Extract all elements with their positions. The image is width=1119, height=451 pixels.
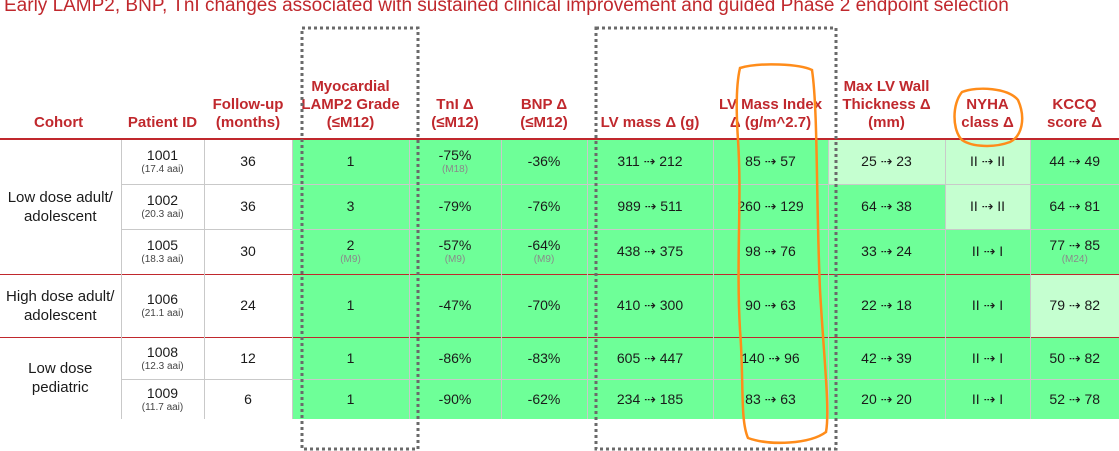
tni-cell: -57% (M9) bbox=[408, 228, 501, 274]
wall-thickness-cell: 20 ⇢ 20 bbox=[827, 378, 945, 419]
wall-thickness-cell: 33 ⇢ 24 bbox=[827, 228, 945, 274]
header-lv-mass: LV mass Δ (g) bbox=[587, 22, 713, 140]
header-lamp2-grade: Myocardial LAMP2 Grade (≤M12) bbox=[292, 22, 409, 140]
nyha-cell: II ⇢ I bbox=[944, 228, 1030, 274]
bnp-cell: -76% bbox=[500, 183, 587, 229]
table-row: Low dose pediatric 1008 (12.3 aai) 12 1 -… bbox=[0, 336, 1119, 419]
header-cohort: Cohort bbox=[0, 22, 121, 140]
cohort-cell: Low dose pediatric bbox=[0, 336, 121, 419]
header-tni: TnI Δ (≤M12) bbox=[409, 22, 501, 140]
patient-id-cell: 1008 (12.3 aai) bbox=[120, 336, 204, 379]
lv-mass-index-cell: 140 ⇢ 96 bbox=[712, 336, 828, 379]
header-nyha: NYHA class Δ bbox=[945, 22, 1030, 140]
patient-id-cell: 1002 (20.3 aai) bbox=[120, 183, 204, 229]
wall-thickness-cell: 42 ⇢ 39 bbox=[827, 336, 945, 379]
table-row: Low dose adult/ adolescent 1001 (17.4 aai… bbox=[0, 138, 1119, 274]
patient-id-cell: 1001 (17.4 aai) bbox=[120, 138, 204, 184]
lv-mass-index-cell: 90 ⇢ 63 bbox=[712, 273, 828, 337]
lv-mass-index-cell: 85 ⇢ 57 bbox=[712, 138, 828, 184]
lamp2-cell: 2 (M9) bbox=[291, 228, 409, 274]
follow-up-cell: 24 bbox=[203, 273, 292, 337]
kccq-cell: 64 ⇢ 81 bbox=[1029, 183, 1119, 229]
lv-mass-index-cell: 98 ⇢ 76 bbox=[712, 228, 828, 274]
tni-cell: -75% (M18) bbox=[408, 138, 501, 184]
nyha-cell: II ⇢ II bbox=[944, 138, 1030, 184]
lv-mass-cell: 605 ⇢ 447 bbox=[586, 336, 713, 379]
lamp2-cell: 1 bbox=[291, 336, 409, 379]
kccq-cell: 79 ⇢ 82 bbox=[1029, 273, 1119, 337]
lamp2-cell: 1 bbox=[291, 378, 409, 419]
tni-cell: -86% bbox=[408, 336, 501, 379]
tni-cell: -90% bbox=[408, 378, 501, 419]
header-row: Cohort Patient ID Follow-up (months) Myo… bbox=[0, 22, 1119, 140]
kccq-cell: 77 ⇢ 85 (M24) bbox=[1029, 228, 1119, 274]
header-follow-up: Follow-up (months) bbox=[204, 22, 292, 140]
header-patient-id: Patient ID bbox=[121, 22, 204, 140]
bnp-cell: -64% (M9) bbox=[500, 228, 587, 274]
bnp-cell: -70% bbox=[500, 273, 587, 337]
lv-mass-cell: 989 ⇢ 511 bbox=[586, 183, 713, 229]
nyha-cell: II ⇢ II bbox=[944, 183, 1030, 229]
tni-cell: -47% bbox=[408, 273, 501, 337]
bnp-cell: -62% bbox=[500, 378, 587, 419]
patient-id-cell: 1009 (11.7 aai) bbox=[120, 378, 204, 419]
wall-thickness-cell: 25 ⇢ 23 bbox=[827, 138, 945, 184]
follow-up-cell: 6 bbox=[203, 378, 292, 419]
header-kccq: KCCQ score Δ bbox=[1030, 22, 1119, 140]
nyha-cell: II ⇢ I bbox=[944, 273, 1030, 337]
header-wall-thickness: Max LV Wall Thickness Δ (mm) bbox=[828, 22, 945, 140]
bnp-cell: -36% bbox=[500, 138, 587, 184]
header-bnp: BNP Δ (≤M12) bbox=[501, 22, 587, 140]
nyha-cell: II ⇢ I bbox=[944, 336, 1030, 379]
table-row: 1005 (18.3 aai) 30 2 (M9) -57% (M9) -64% (M9… bbox=[0, 228, 1119, 274]
lamp2-cell: 3 bbox=[291, 183, 409, 229]
table-row: 1002 (20.3 aai) 36 3 -79% -76% 989 ⇢ 511 … bbox=[0, 183, 1119, 229]
lv-mass-index-cell: 260 ⇢ 129 bbox=[712, 183, 828, 229]
wall-thickness-cell: 64 ⇢ 38 bbox=[827, 183, 945, 229]
slide-title: Early LAMP2, BNP, TnI changes associated… bbox=[4, 0, 1009, 16]
kccq-cell: 44 ⇢ 49 bbox=[1029, 138, 1119, 184]
tni-cell: -79% bbox=[408, 183, 501, 229]
patient-id-cell: 1006 (21.1 aai) bbox=[120, 273, 204, 337]
lamp2-cell: 1 bbox=[291, 273, 409, 337]
table-row: High dose adult/ adolescent 1006 (21.1 aa… bbox=[0, 273, 1119, 337]
cohort-cell: High dose adult/ adolescent bbox=[0, 273, 121, 337]
lv-mass-cell: 410 ⇢ 300 bbox=[586, 273, 713, 337]
table-row: 1009 (11.7 aai) 6 1 -90% -62% 234 ⇢ 185 8… bbox=[0, 378, 1119, 419]
follow-up-cell: 36 bbox=[203, 183, 292, 229]
follow-up-cell: 30 bbox=[203, 228, 292, 274]
wall-thickness-cell: 22 ⇢ 18 bbox=[827, 273, 945, 337]
results-table: Cohort Patient ID Follow-up (months) Myo… bbox=[0, 22, 1119, 419]
follow-up-cell: 12 bbox=[203, 336, 292, 379]
follow-up-cell: 36 bbox=[203, 138, 292, 184]
kccq-cell: 52 ⇢ 78 bbox=[1029, 378, 1119, 419]
header-lv-mass-index: LV Mass Index Δ (g/m^2.7) bbox=[713, 22, 828, 140]
lv-mass-index-cell: 83 ⇢ 63 bbox=[712, 378, 828, 419]
patient-id-cell: 1005 (18.3 aai) bbox=[120, 228, 204, 274]
lamp2-cell: 1 bbox=[291, 138, 409, 184]
bnp-cell: -83% bbox=[500, 336, 587, 379]
kccq-cell: 50 ⇢ 82 bbox=[1029, 336, 1119, 379]
lv-mass-cell: 311 ⇢ 212 bbox=[586, 138, 713, 184]
nyha-cell: II ⇢ I bbox=[944, 378, 1030, 419]
lv-mass-cell: 234 ⇢ 185 bbox=[586, 378, 713, 419]
lv-mass-cell: 438 ⇢ 375 bbox=[586, 228, 713, 274]
cohort-cell: Low dose adult/ adolescent bbox=[0, 138, 121, 274]
